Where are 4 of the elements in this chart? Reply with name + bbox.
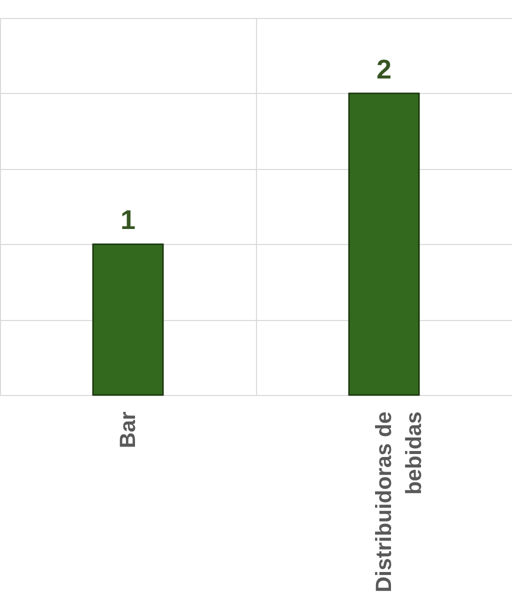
data-label: 1: [120, 205, 136, 236]
x-tick-label: Distribuidoras de bebidas: [371, 412, 426, 592]
data-label: 2: [376, 54, 392, 84]
x-tick-label: Bar: [115, 411, 140, 448]
